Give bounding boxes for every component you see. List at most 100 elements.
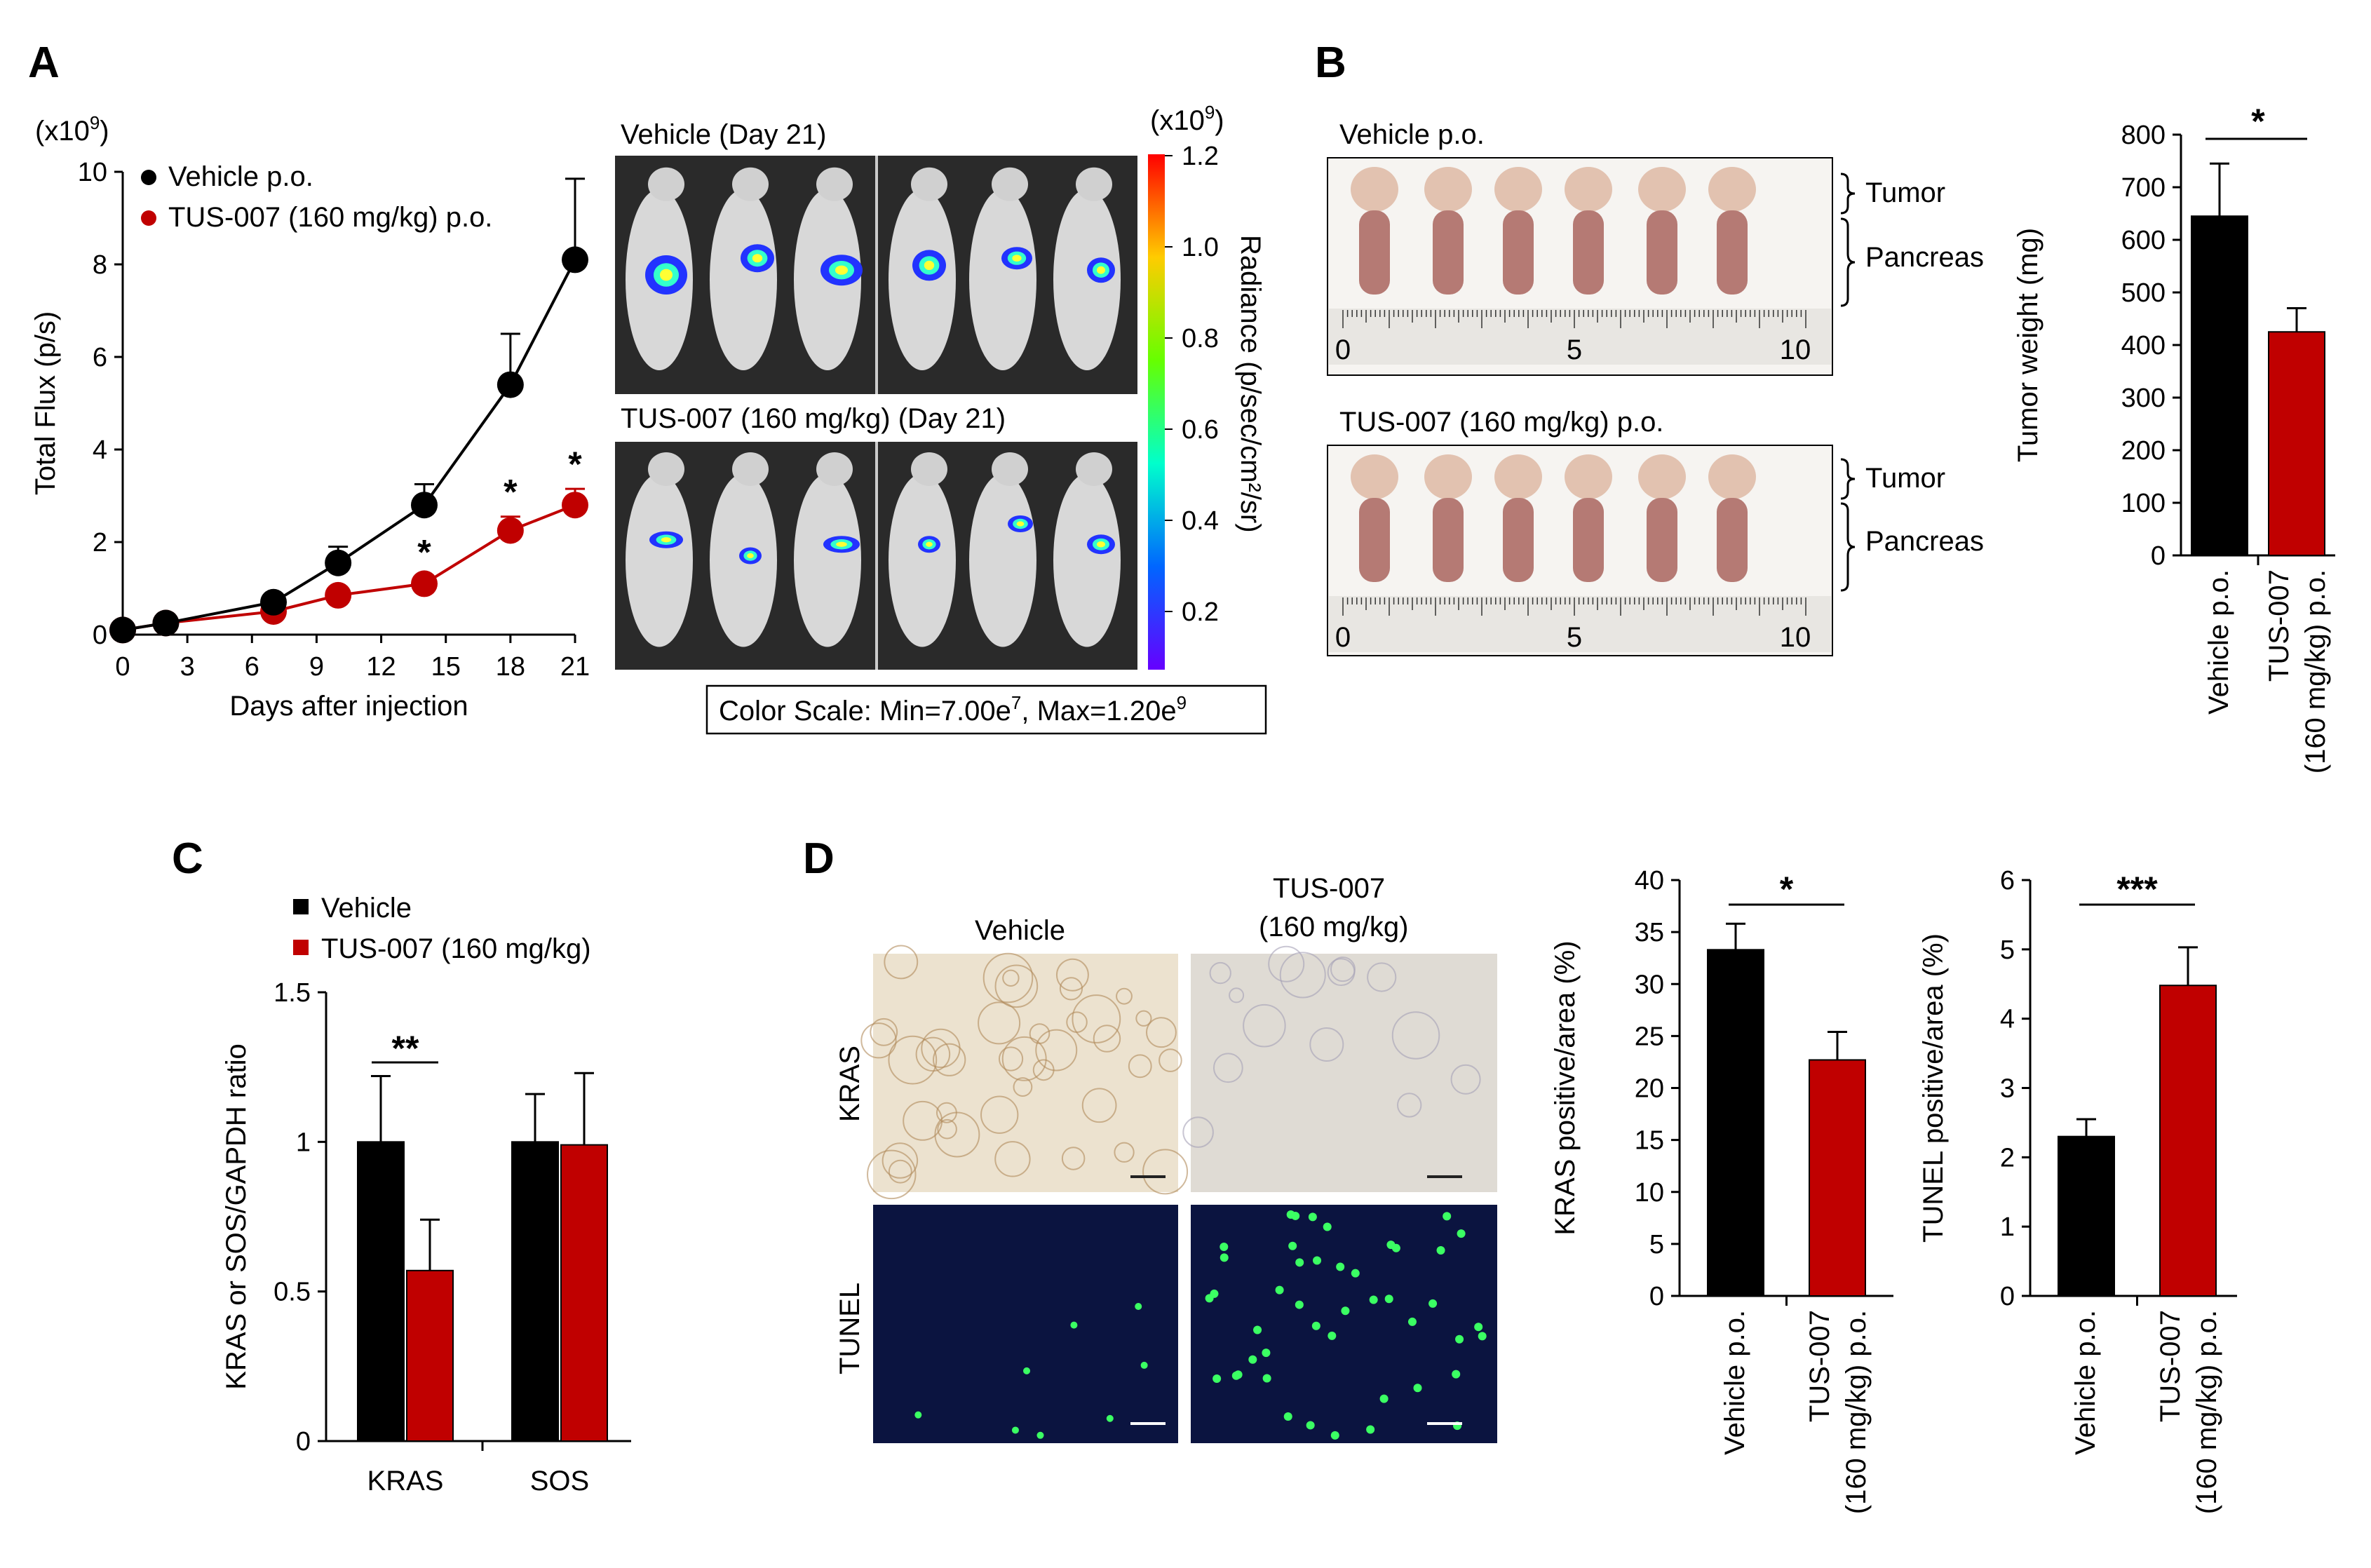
legend-label: TUS-007 (160 mg/kg) p.o. bbox=[168, 202, 492, 233]
panel-letter-a: A bbox=[28, 39, 60, 87]
tunel-dot bbox=[1455, 1334, 1464, 1344]
kras-cell bbox=[978, 1001, 1021, 1045]
signal-core bbox=[835, 265, 848, 275]
tunel-dot bbox=[1407, 1317, 1417, 1326]
mouse-head bbox=[911, 452, 947, 486]
tunel-dot bbox=[1295, 1300, 1304, 1309]
pancreas-piece bbox=[1717, 498, 1748, 582]
colorbar-tick-label: 1.2 bbox=[1182, 142, 1219, 171]
category-label: TUS-007 bbox=[1804, 1310, 1835, 1422]
tumor-label-bottom: Tumor bbox=[1865, 463, 1945, 494]
tumor-piece bbox=[1638, 454, 1686, 499]
kras-cell bbox=[1002, 969, 1020, 987]
data-point bbox=[325, 581, 352, 609]
y-tick-label: 10 bbox=[1635, 1178, 1664, 1208]
tunel-dot bbox=[1135, 1303, 1142, 1311]
tunel-dot bbox=[1283, 1412, 1292, 1421]
tunel-dot bbox=[1366, 1425, 1375, 1434]
y-tick-label: 6 bbox=[2000, 866, 2015, 895]
y-tick-label: 4 bbox=[2000, 1005, 2015, 1034]
bar bbox=[511, 1141, 559, 1442]
tumor-piece bbox=[1424, 454, 1472, 499]
pancreas-label-bottom: Pancreas bbox=[1865, 526, 1984, 557]
mouse-body bbox=[794, 473, 861, 647]
tunel-dot bbox=[1379, 1394, 1389, 1403]
tunel-dot bbox=[1262, 1374, 1271, 1383]
kras-cell bbox=[1397, 1093, 1422, 1118]
tumor-piece bbox=[1708, 167, 1756, 212]
tunel-dot bbox=[1328, 1331, 1337, 1340]
category-label: SOS bbox=[530, 1466, 589, 1496]
data-point bbox=[497, 371, 524, 398]
kras-cell bbox=[1327, 958, 1356, 987]
tumor-piece bbox=[1565, 167, 1612, 212]
tunel-dot bbox=[1288, 1241, 1297, 1250]
ruler-label: 0 bbox=[1335, 334, 1351, 365]
y-unit-close: ) bbox=[100, 116, 109, 147]
ihc-col-vehicle: Vehicle bbox=[975, 915, 1065, 946]
signal-core bbox=[836, 541, 847, 547]
colorbar-tick-label: 0.2 bbox=[1182, 597, 1219, 627]
ruler-bottom: 0 5 10 bbox=[1329, 596, 1831, 653]
ihc-images: Vehicle TUS-007 (160 mg/kg) KRAS TUNEL bbox=[835, 873, 1497, 1443]
mouse-head bbox=[1076, 452, 1112, 486]
x-axis-label: Days after injection bbox=[229, 691, 468, 722]
category-label: Vehicle p.o. bbox=[1720, 1310, 1750, 1455]
mouse-head bbox=[648, 167, 684, 201]
y-tick-label: 800 bbox=[2121, 121, 2166, 150]
kras-cell bbox=[870, 1018, 898, 1046]
pancreas-piece bbox=[1433, 210, 1464, 295]
mouse-body bbox=[1053, 189, 1121, 370]
x-tick-label: 21 bbox=[560, 652, 590, 682]
kras-cell bbox=[1055, 958, 1089, 992]
ihc-row-kras: KRAS bbox=[835, 1046, 865, 1122]
bar-chart-kras-area: 0 5 10 15 20 25 30 35 40 KRAS positive/area (%) * V… bbox=[1550, 866, 1893, 1514]
significance-marker: *** bbox=[2116, 870, 2158, 909]
tunel-dot bbox=[1443, 1212, 1452, 1221]
significance-marker: ** bbox=[392, 1029, 419, 1068]
data-point bbox=[562, 492, 588, 519]
pancreas-piece bbox=[1433, 498, 1464, 582]
significance-marker: * bbox=[504, 473, 518, 512]
y-tick-label: 1.5 bbox=[273, 978, 311, 1008]
data-point bbox=[411, 492, 438, 519]
panel-letter-c: C bbox=[172, 834, 203, 883]
bar bbox=[2058, 1135, 2115, 1297]
bar bbox=[357, 1141, 405, 1442]
kras-treated-image bbox=[1191, 954, 1497, 1192]
mouse-head bbox=[992, 167, 1028, 201]
x-tick-label: 12 bbox=[366, 652, 396, 682]
kras-cell bbox=[1072, 994, 1121, 1043]
pancreas-piece bbox=[1503, 210, 1534, 295]
y-tick-label: 100 bbox=[2121, 489, 2166, 518]
bar bbox=[1809, 1059, 1866, 1297]
category-label: KRAS bbox=[367, 1466, 444, 1496]
kras-cell bbox=[860, 1022, 897, 1059]
tunel-dot bbox=[1036, 1431, 1044, 1439]
y-tick-label: 600 bbox=[2121, 226, 2166, 255]
tunel-dot bbox=[1330, 1431, 1339, 1440]
mouse-head bbox=[911, 167, 947, 201]
imaging-treat-title: TUS-007 (160 mg/kg) (Day 21) bbox=[621, 403, 1006, 434]
data-point bbox=[411, 570, 438, 597]
bar-chart-tunel-area: 0 1 2 3 4 5 6 TUNEL positive/area (%) *** Vehicle… bbox=[1918, 866, 2237, 1514]
y-tick-label: 5 bbox=[2000, 935, 2015, 965]
y-tick-label: 4 bbox=[93, 435, 107, 465]
kras-cell bbox=[921, 1028, 961, 1069]
category-label: Vehicle p.o. bbox=[2070, 1310, 2101, 1455]
kras-cell bbox=[1114, 1142, 1135, 1163]
ihc-texture bbox=[860, 945, 1487, 1440]
bioluminescence-imaging: Vehicle (Day 21) TUS-007 (160 mg/kg) (Da… bbox=[615, 102, 1267, 735]
tunel-dot bbox=[1253, 1325, 1262, 1334]
category-label: (160 mg/kg) p.o. bbox=[1841, 1310, 1872, 1514]
pancreas-piece bbox=[1503, 498, 1534, 582]
y-tick-label: 0 bbox=[2000, 1282, 2015, 1311]
mouse-body bbox=[889, 473, 956, 647]
kras-cell bbox=[994, 1141, 1031, 1177]
colorbar-tick-label: 0.4 bbox=[1182, 506, 1219, 536]
tunel-dot bbox=[1306, 1421, 1315, 1430]
ruler-label: 5 bbox=[1567, 622, 1582, 653]
tumor-piece bbox=[1351, 167, 1398, 212]
y-tick-label: 5 bbox=[1649, 1230, 1664, 1259]
data-point bbox=[152, 609, 180, 637]
